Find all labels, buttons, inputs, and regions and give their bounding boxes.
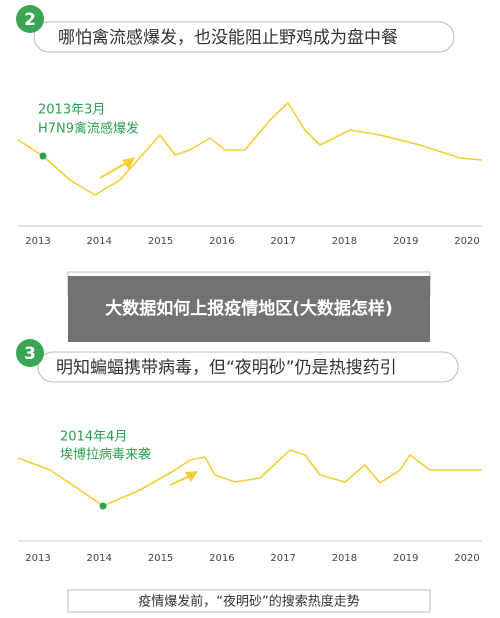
caption-box [67,589,431,613]
arrow [169,475,191,486]
annotation-event: 埃博拉病毒来袭 [60,448,151,463]
year-label: 2018 [332,236,357,247]
year-label: 2019 [393,236,418,247]
overlay-title: 大数据如何上报疫情地区(大数据怎样) [105,299,393,319]
year-labels: 2013 2014 2015 2016 2017 2018 2019 2020 [25,553,479,564]
event-dot [99,502,107,510]
year-label: 2015 [148,236,173,247]
year-label: 2013 [25,553,50,564]
year-label: 2015 [148,553,173,564]
annotation-event: H7N9禽流感爆发 [38,121,139,137]
trend-line [17,102,483,196]
year-label: 2014 [87,236,112,247]
year-label: 2020 [454,553,479,564]
badge-number: 2 [24,10,36,30]
heading: 哪怕禽流感爆发，也没能阻止野鸡成为盘中餐 [58,28,398,48]
event-dot [39,152,47,160]
heading: 明知蝙蝠携带病毒，但“夜明砂”仍是热搜药引 [56,358,397,378]
badge [16,5,44,33]
year-label: 2016 [209,236,234,247]
heading-box [33,21,455,53]
year-label: 2020 [454,236,479,247]
year-label: 2016 [209,553,234,564]
badge [16,339,44,367]
overlay-box [68,276,430,342]
year-label: 2019 [393,553,418,564]
arrow [99,161,129,179]
year-label: 2014 [87,553,112,564]
caption: 疫情爆发前，“夜明砂”的搜索热度走势 [138,594,359,610]
year-label: 2017 [270,236,295,247]
badge-number: 3 [24,344,36,364]
arrow-head [122,157,135,170]
trend-line [17,449,482,507]
year-label: 2017 [270,553,295,564]
arrow-head [185,471,198,482]
year-label: 2013 [25,236,50,247]
heading-box [37,351,459,383]
annotation-date: 2013年3月 [38,103,105,118]
year-labels: 2013 2014 2015 2016 2017 2018 2019 2020 [25,236,479,247]
year-label: 2018 [332,553,357,564]
annotation-date: 2014年4月 [60,430,127,445]
